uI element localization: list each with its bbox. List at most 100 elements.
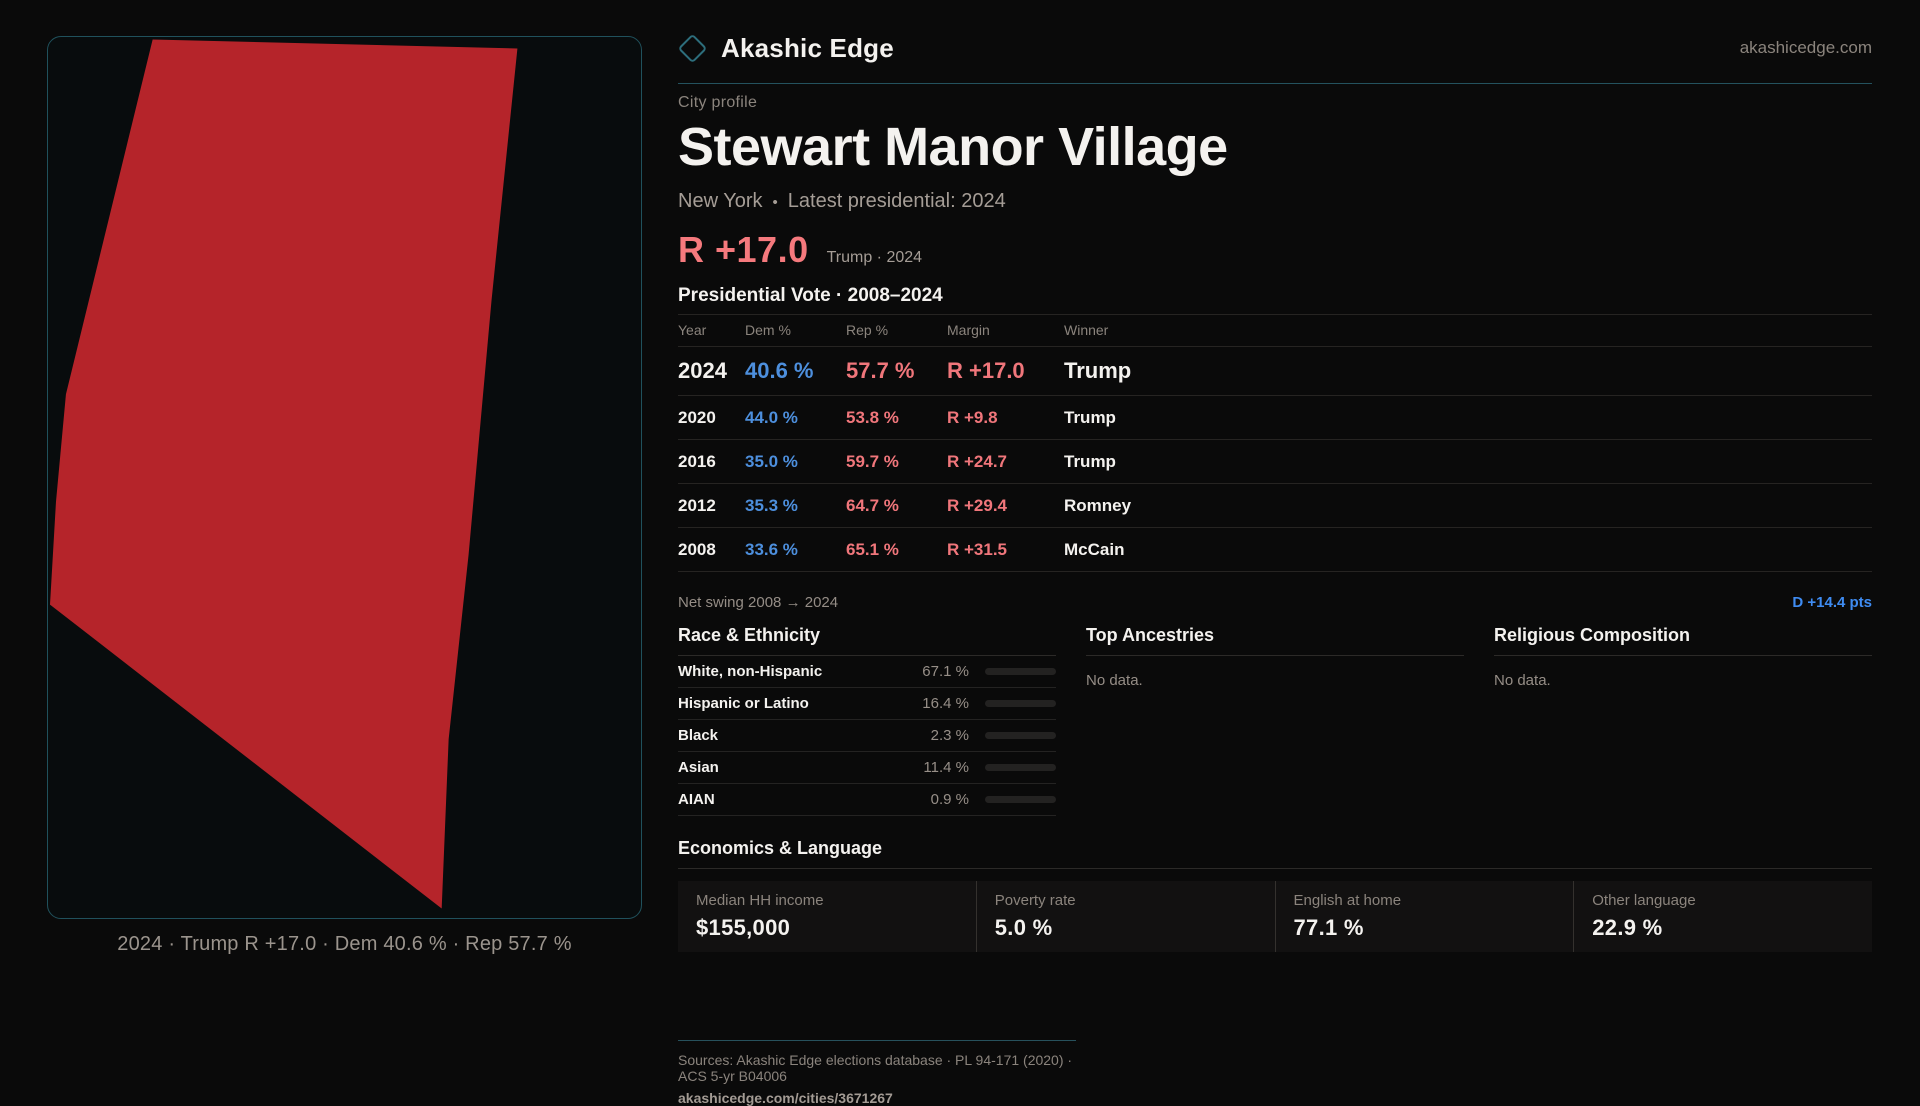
cell-year: 2012 — [678, 496, 716, 515]
cell-year: 2020 — [678, 408, 716, 427]
latest-presidential-label: Latest presidential: 2024 — [787, 190, 1006, 212]
list-item: Black 2.3 % — [678, 720, 1056, 752]
sources-line: Sources: Akashic Edge elections database… — [678, 1052, 1073, 1084]
stat-label: English at home — [1293, 892, 1402, 909]
list-item: White, non-Hispanic 67.1 % — [678, 656, 1056, 688]
margin-note: Trump · 2024 — [826, 249, 923, 266]
race-title: Race & Ethnicity — [678, 625, 1056, 656]
col-winner: Winner — [1064, 322, 1109, 338]
vote-table-header: Year Dem % Rep % Margin Winner — [678, 315, 1872, 347]
stat-value: 22.9 % — [1592, 915, 1663, 940]
cell-margin: R +17.0 — [947, 358, 1025, 383]
cell-dem: 35.0 % — [745, 452, 798, 471]
site-url-link[interactable]: akashicedge.com — [1739, 38, 1872, 57]
race-bar-track — [985, 796, 1056, 803]
cell-dem: 33.6 % — [745, 540, 798, 559]
headline-margin: R +17.0 Trump · 2024 — [678, 229, 1872, 271]
subtitle: New York • Latest presidential: 2024 — [678, 190, 1872, 213]
col-margin: Margin — [947, 322, 990, 338]
list-item: Asian 11.4 % — [678, 752, 1056, 784]
cell-margin: R +24.7 — [947, 452, 1008, 471]
race-label: Asian — [678, 759, 719, 776]
permalink[interactable]: akashicedge.com/cities/3671267 — [678, 1090, 893, 1106]
cell-winner: Trump — [1064, 452, 1116, 471]
page-title: Stewart Manor Village — [678, 117, 1228, 177]
vote-table: Year Dem % Rep % Margin Winner 2024 40.6… — [678, 314, 1872, 572]
ancestries-title: Top Ancestries — [1086, 625, 1464, 656]
city-map-panel — [47, 36, 642, 919]
city-boundary-polygon — [49, 39, 518, 909]
site-header: Akashic Edge akashicedge.com — [677, 28, 1872, 68]
stat-label: Median HH income — [696, 892, 824, 909]
race-label: White, non-Hispanic — [678, 663, 823, 680]
eyebrow-label: City profile — [678, 94, 758, 111]
race-ethnicity-column: Race & Ethnicity White, non-Hispanic 67.… — [678, 625, 1056, 816]
net-swing-row: Net swing 2008 → 2024 D +14.4 pts — [678, 594, 1872, 611]
demographic-columns: Race & Ethnicity White, non-Hispanic 67.… — [678, 625, 1872, 816]
cell-winner: Romney — [1064, 496, 1132, 515]
diamond-icon — [677, 33, 708, 63]
cell-winner: McCain — [1064, 540, 1125, 559]
cell-rep: 59.7 % — [846, 452, 899, 471]
race-bar-track — [985, 700, 1056, 707]
cell-dem: 40.6 % — [745, 358, 814, 383]
race-bar-track — [985, 732, 1056, 739]
cell-rep: 57.7 % — [846, 358, 915, 383]
race-value: 11.4 % — [923, 759, 969, 776]
cell-margin: R +9.8 — [947, 408, 998, 427]
list-item: AIAN 0.9 % — [678, 784, 1056, 816]
ancestries-empty-state: No data. — [1086, 672, 1143, 689]
table-row: 2008 33.6 % 65.1 % R +31.5 McCain — [678, 528, 1872, 572]
stat-card: English at home 77.1 % — [1274, 881, 1574, 952]
vote-section-title: Presidential Vote · 2008–2024 — [678, 285, 943, 306]
city-map-section: 2024 · Trump R +17.0 · Dem 40.6 % · Rep … — [47, 36, 642, 956]
religion-column: Religious Composition No data. — [1494, 625, 1872, 816]
footer: Sources: Akashic Edge elections database… — [678, 1040, 1076, 1106]
list-item: Hispanic or Latino 16.4 % — [678, 688, 1056, 720]
cell-rep: 53.8 % — [846, 408, 899, 427]
city-map — [49, 39, 518, 909]
stat-card: Poverty rate 5.0 % — [975, 881, 1275, 952]
stat-value: 5.0 % — [994, 915, 1053, 940]
religion-title: Religious Composition — [1494, 625, 1872, 656]
profile-content: Akashic Edge akashicedge.com City profil… — [677, 0, 1872, 1106]
brand-name: Akashic Edge — [721, 32, 894, 63]
cell-rep: 65.1 % — [846, 540, 899, 559]
cell-dem: 44.0 % — [745, 408, 798, 427]
separator-dot: • — [772, 194, 778, 211]
table-row: 2020 44.0 % 53.8 % R +9.8 Trump — [678, 396, 1872, 440]
cell-year: 2024 — [678, 358, 727, 383]
economics-title: Economics & Language — [678, 838, 1872, 869]
stat-label: Poverty rate — [994, 892, 1076, 909]
table-row: 2024 40.6 % 57.7 % R +17.0 Trump — [678, 347, 1872, 396]
race-label: AIAN — [678, 791, 715, 808]
margin-value: R +17.0 — [678, 229, 809, 270]
cell-winner: Trump — [1064, 358, 1132, 383]
stat-card: Median HH income $155,000 — [678, 881, 976, 952]
table-row: 2012 35.3 % 64.7 % R +29.4 Romney — [678, 484, 1872, 528]
cell-year: 2016 — [678, 452, 716, 471]
state-label: New York — [678, 190, 763, 212]
stat-label: Other language — [1592, 892, 1696, 909]
col-rep: Rep % — [846, 322, 889, 338]
race-bar-track — [985, 764, 1056, 771]
stat-value: $155,000 — [696, 915, 791, 940]
ancestries-column: Top Ancestries No data. — [1086, 625, 1464, 816]
race-value: 67.1 % — [922, 663, 969, 680]
header-divider — [678, 83, 1872, 84]
stat-value: 77.1 % — [1293, 915, 1364, 940]
race-label: Black — [678, 727, 719, 744]
net-swing-value: D +14.4 pts — [1792, 594, 1872, 611]
cell-dem: 35.3 % — [745, 496, 798, 515]
race-value: 16.4 % — [922, 695, 969, 712]
map-caption: 2024 · Trump R +17.0 · Dem 40.6 % · Rep … — [117, 933, 572, 955]
cell-year: 2008 — [678, 540, 716, 559]
religion-empty-state: No data. — [1494, 672, 1551, 689]
race-bar-track — [985, 668, 1056, 675]
economics-stats: Median HH income $155,000 Poverty rate 5… — [678, 881, 1872, 952]
col-year: Year — [678, 322, 707, 338]
stat-card: Other language 22.9 % — [1573, 881, 1872, 952]
race-value: 2.3 % — [930, 727, 969, 744]
race-value: 0.9 % — [930, 791, 969, 808]
cell-margin: R +31.5 — [947, 540, 1008, 559]
